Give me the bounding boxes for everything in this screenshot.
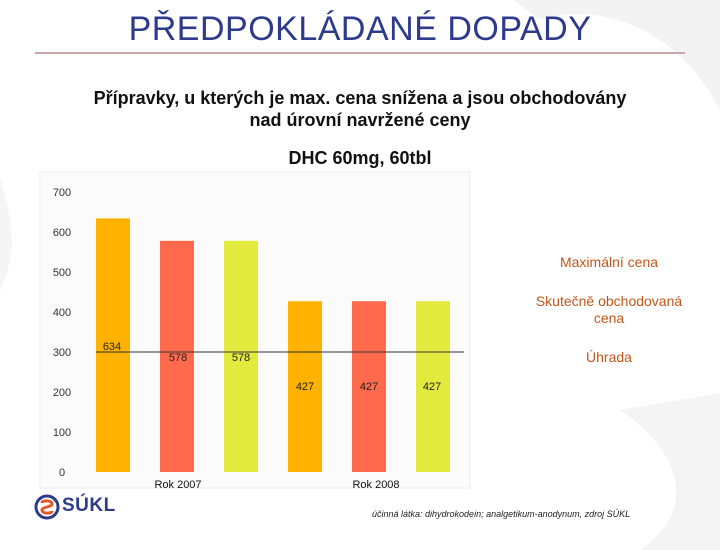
data-label: 427 xyxy=(296,381,314,393)
y-tick-label: 200 xyxy=(53,387,71,399)
drug-label: DHC 60mg, 60tbl xyxy=(288,148,432,168)
title-divider xyxy=(35,52,685,54)
sukl-logo: SÚKL xyxy=(34,494,154,520)
y-tick-label: 400 xyxy=(53,307,71,319)
legend-max-price: Maximální cena xyxy=(559,254,659,270)
bar-traded-price-1 xyxy=(160,240,194,472)
source-note: účinná látka: dihydrokodein; analgetikum… xyxy=(372,509,631,519)
x-axis-categories: Rok 2007 Rok 2008 xyxy=(154,479,399,491)
data-label: 578 xyxy=(232,352,250,364)
data-label: 578 xyxy=(169,352,187,364)
data-label: 427 xyxy=(423,381,441,393)
legend-traded-price: Skutečně obchodovaná cena xyxy=(535,293,683,326)
y-tick-label: 300 xyxy=(53,347,71,359)
y-tick-label: 500 xyxy=(53,267,71,279)
subtitle-line-2: nad úrovní navržené ceny xyxy=(249,110,471,130)
category-label: Rok 2007 xyxy=(154,479,201,491)
sukl-logo-icon xyxy=(34,494,60,520)
y-axis: 0 100 200 300 400 500 600 700 xyxy=(53,187,71,479)
y-tick-label: 600 xyxy=(53,227,71,239)
bar-traded-price-2 xyxy=(352,301,386,472)
data-labels: 634 578 578 427 427 427 xyxy=(103,341,441,393)
legend-reimbursement: Úhrada xyxy=(586,349,632,365)
category-label: Rok 2008 xyxy=(352,479,399,491)
data-label: 634 xyxy=(103,341,121,353)
y-tick-label: 700 xyxy=(53,187,71,199)
subtitle: Přípravky, u kterých je max. cena snížen… xyxy=(40,87,680,131)
bar-reimbursement-2 xyxy=(416,301,450,472)
sukl-logo-text: SÚKL xyxy=(62,495,116,516)
bar-max-price-1 xyxy=(96,218,130,472)
subtitle-line-1: Přípravky, u kterých je max. cena snížen… xyxy=(93,88,627,108)
page-title: PŘEDPOKLÁDANÉ DOPADY xyxy=(128,10,592,48)
bar-reimbursement-1 xyxy=(224,240,258,472)
data-label: 427 xyxy=(360,381,378,393)
y-tick-label: 0 xyxy=(59,467,65,479)
bars xyxy=(96,218,464,472)
y-tick-label: 100 xyxy=(53,427,71,439)
bar-max-price-2 xyxy=(288,301,322,472)
